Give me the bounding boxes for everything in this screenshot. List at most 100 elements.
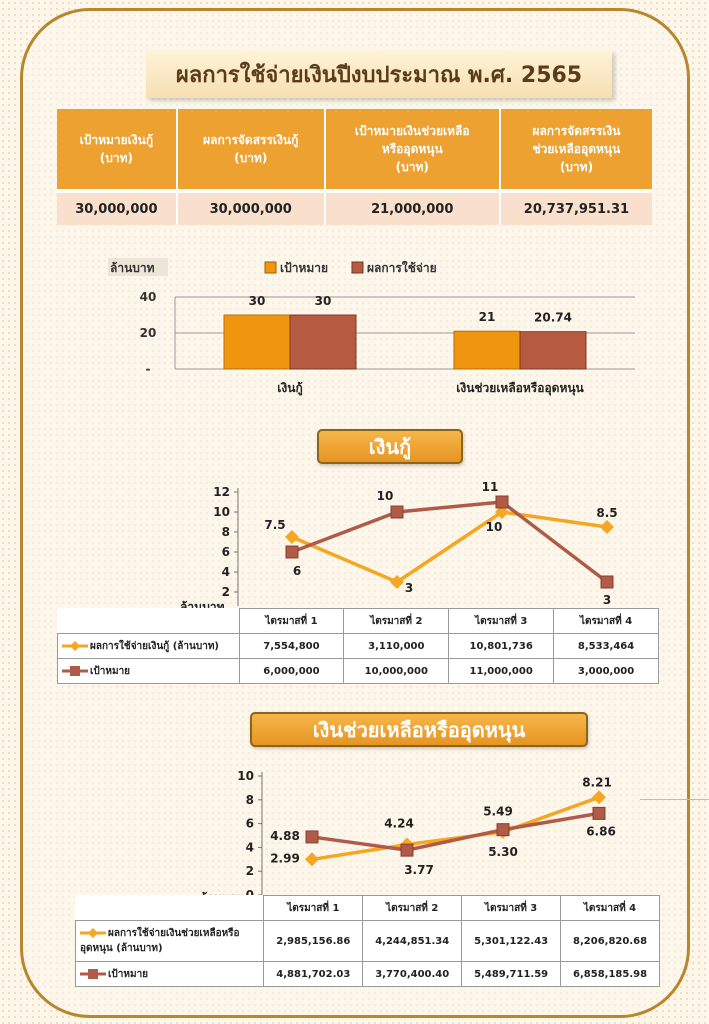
series-line <box>311 795 600 862</box>
loan-data-table: ไตรมาสที่ 1 ไตรมาสที่ 2 ไตรมาสที่ 3 ไตรม… <box>57 608 659 684</box>
x-tick-label: เงินกู้ <box>277 381 302 396</box>
data-point-square <box>600 575 614 589</box>
data-label: 10 <box>486 520 503 534</box>
y-tick-label: 6 <box>222 545 230 559</box>
table-row-label: ผลการใช้จ่ายเงินช่วยเหลือหรือ อุดหนุน (ล… <box>74 920 265 962</box>
table-cell: 11,000,000 <box>448 658 555 684</box>
table-cell: 3,770,400.40 <box>362 961 463 987</box>
table-cell: 4,881,702.03 <box>263 961 364 987</box>
bar-data-label: 20.74 <box>534 311 572 325</box>
data-label: 8.5 <box>596 506 617 520</box>
data-label: 6.86 <box>586 824 616 838</box>
y-tick-label: 2 <box>222 585 230 599</box>
bar <box>289 314 357 370</box>
y-tick-label: 10 <box>213 505 230 519</box>
table-cell: 10,000,000 <box>343 658 450 684</box>
data-point-square <box>496 823 510 837</box>
table-row-label: เป้าหมาย <box>57 658 240 684</box>
y-tick-label: 10 <box>237 769 254 783</box>
data-label: 3 <box>405 581 413 595</box>
data-label: 6 <box>293 564 301 578</box>
bar-data-label: 21 <box>479 310 496 324</box>
legend-swatch-actual <box>351 261 364 274</box>
summary-header: เป้าหมายเงินช่วยเหลือ หรืออุดหนุน (บาท) <box>324 109 501 191</box>
table-cell: 3,110,000 <box>343 633 450 659</box>
table-header: ไตรมาสที่ 2 <box>362 895 463 921</box>
summary-table: เป้าหมายเงินกู้ (บาท) ผลการจัดสรรเงินกู้… <box>57 109 652 225</box>
data-label: 3.77 <box>404 863 434 877</box>
y-tick-label: 12 <box>213 485 230 499</box>
legend-label: เป้าหมาย <box>280 261 328 275</box>
table-cell: 3,000,000 <box>553 658 659 684</box>
legend-swatch-brown <box>62 665 88 676</box>
data-point-square <box>495 495 509 509</box>
summary-header: ผลการจัดสรรเงินกู้ (บาท) <box>176 109 326 191</box>
table-cell: 5,489,711.59 <box>461 961 562 987</box>
page-title: ผลการใช้จ่ายเงินปีงบประมาณ พ.ศ. 2565 <box>146 50 612 98</box>
summary-header: ผลการจัดสรรเงิน ช่วยเหลืออุดหนุน (บาท) <box>499 109 652 191</box>
data-label: 10 <box>377 489 394 503</box>
x-tick-label: เงินช่วยเหลือหรืออุดหนุน <box>456 381 584 396</box>
ylabel-bg <box>108 258 168 276</box>
data-point-diamond <box>600 520 614 534</box>
data-label: 5.49 <box>483 805 513 819</box>
data-point-square <box>305 830 319 844</box>
table-header: ไตรมาสที่ 4 <box>560 895 660 921</box>
legend-swatch-orange <box>62 640 88 651</box>
grant-data-table: ไตรมาสที่ 1 ไตรมาสที่ 2 ไตรมาสที่ 3 ไตรม… <box>74 895 660 987</box>
data-point-diamond <box>305 852 319 867</box>
table-header: ไตรมาสที่ 1 <box>263 895 364 921</box>
y-tick-label: 4 <box>246 840 254 854</box>
series-line <box>291 500 609 584</box>
y-tick-label: 2 <box>246 864 254 878</box>
data-point-square <box>390 505 404 519</box>
summary-value: 20,737,951.31 <box>499 189 652 225</box>
section-title-grant: เงินช่วยเหลือหรืออุดหนุน <box>250 712 588 747</box>
summary-value: 30,000,000 <box>57 189 178 225</box>
summary-header: เป้าหมายเงินกู้ (บาท) <box>57 109 178 191</box>
data-label: 11 <box>482 480 499 494</box>
y-tick-label: 4 <box>222 565 230 579</box>
table-cell: 7,554,800 <box>238 633 345 659</box>
data-label: 5.30 <box>488 845 518 859</box>
bar-y-axis-label: ล้านบาท <box>110 261 155 275</box>
y-tick-label: 20 <box>140 326 157 340</box>
summary-value: 30,000,000 <box>176 189 326 225</box>
divider-line <box>640 799 709 800</box>
y-tick-label: - <box>146 362 151 376</box>
y-tick-label: 6 <box>246 817 254 831</box>
y-tick-label: 8 <box>222 525 230 539</box>
data-point-diamond <box>390 575 404 589</box>
data-point-square <box>285 545 299 559</box>
table-row-label: ผลการใช้จ่ายเงินกู้ (ล้านบาท) <box>57 633 240 659</box>
table-cell: 4,244,851.34 <box>362 920 463 962</box>
bar-data-label: 30 <box>249 294 266 308</box>
table-row-label: เป้าหมาย <box>74 961 265 987</box>
data-point-square <box>592 806 606 820</box>
bar <box>519 331 587 370</box>
legend-label: ผลการใช้จ่าย <box>367 260 437 275</box>
table-cell: 8,206,820.68 <box>560 920 660 962</box>
series-line <box>311 811 600 852</box>
bar <box>453 330 521 370</box>
legend-swatch-target <box>264 261 277 274</box>
bar <box>223 314 291 370</box>
legend-swatch-brown <box>80 968 106 979</box>
data-point-diamond <box>285 530 299 544</box>
y-tick-label: 40 <box>140 290 157 304</box>
data-point-square <box>400 843 414 857</box>
series-line <box>291 510 608 584</box>
data-label: 3 <box>603 593 611 607</box>
table-header: ไตรมาสที่ 3 <box>461 895 562 921</box>
data-label: 2.99 <box>270 851 300 865</box>
summary-value: 21,000,000 <box>324 189 501 225</box>
legend-swatch-orange <box>80 928 106 938</box>
data-label: 7.5 <box>264 518 285 532</box>
data-label: 4.24 <box>384 817 414 831</box>
data-point-diamond <box>592 790 606 805</box>
table-cell: 5,301,122.43 <box>461 920 562 962</box>
section-title-loan: เงินกู้ <box>317 429 463 464</box>
table-cell: 6,000,000 <box>238 658 345 684</box>
